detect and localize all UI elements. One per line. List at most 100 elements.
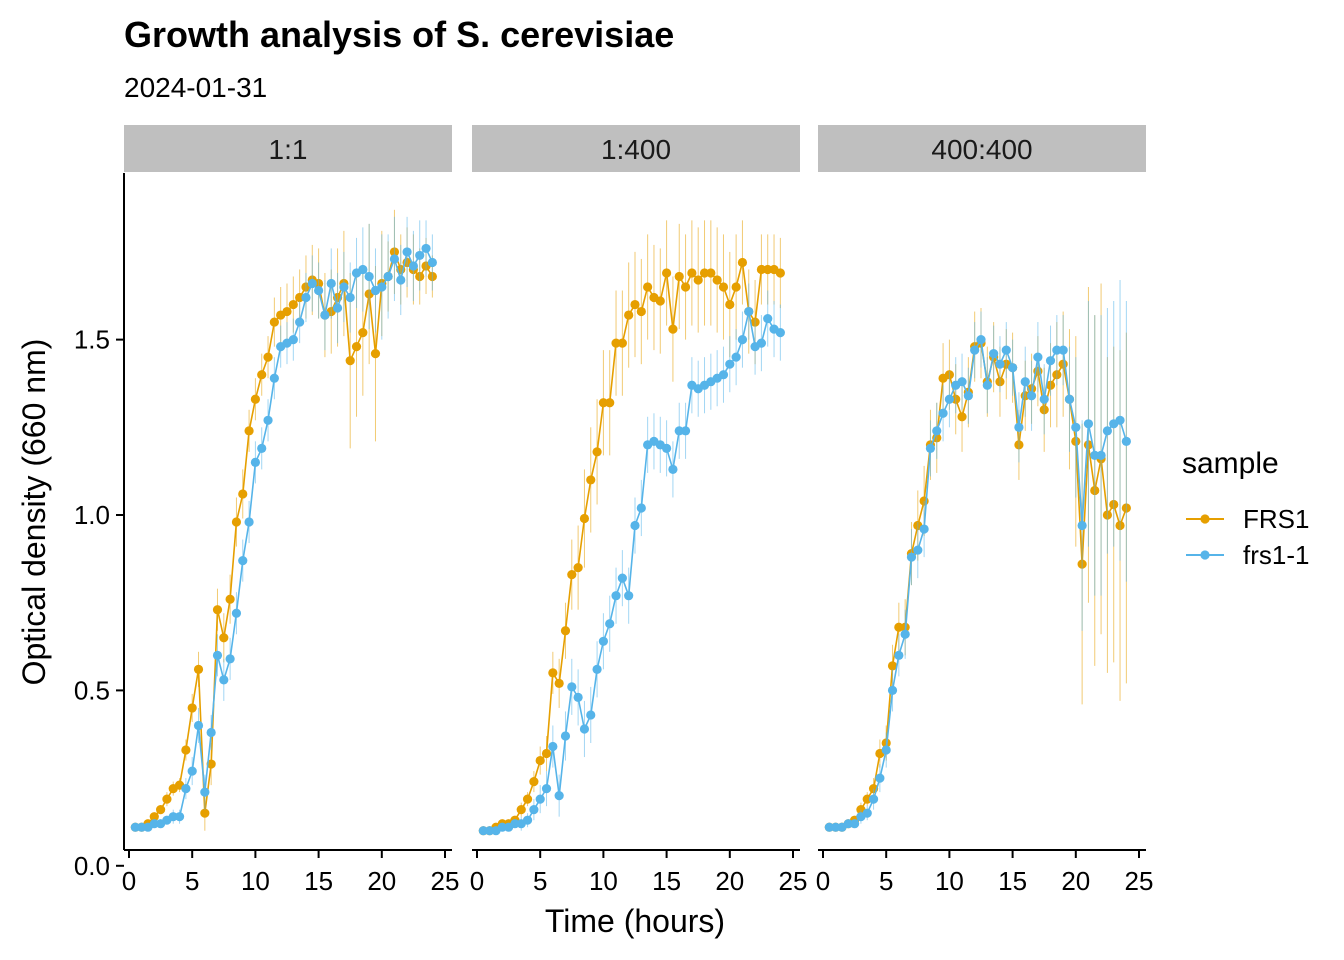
- data-point: [244, 517, 254, 527]
- data-point: [906, 552, 917, 562]
- data-point: [668, 464, 678, 475]
- x-tick-label: 25: [779, 866, 808, 896]
- data-point: [548, 741, 558, 752]
- x-tick-label: 25: [1125, 866, 1154, 896]
- data-point: [706, 268, 716, 278]
- data-point: [130, 822, 140, 832]
- data-point: [269, 373, 279, 383]
- data-point: [756, 338, 767, 348]
- data-point: [206, 727, 216, 738]
- data-point: [586, 475, 596, 485]
- data-point: [181, 784, 191, 794]
- data-point: [913, 545, 923, 555]
- legend-title: sample: [1182, 447, 1279, 480]
- data-point: [263, 352, 273, 362]
- data-point: [1121, 436, 1131, 446]
- data-point: [592, 447, 602, 457]
- data-point: [938, 408, 948, 418]
- data-point: [389, 254, 400, 264]
- series-FRS1: [130, 209, 437, 832]
- data-point: [345, 356, 355, 366]
- data-point: [529, 805, 539, 815]
- data-point: [605, 398, 615, 408]
- data-point: [887, 685, 898, 695]
- data-point: [718, 282, 729, 292]
- data-point: [522, 794, 533, 804]
- facet-panels: 1:1 0 5 10 15 20 25 0.0 0.5 1.0 1.5 1:400 0 5 10 15 20 25…: [74, 125, 1154, 896]
- data-point: [680, 282, 691, 292]
- legend-label: frs1-1: [1243, 540, 1309, 570]
- data-point: [586, 710, 596, 720]
- facet-strip-label: 1:1: [269, 134, 308, 165]
- x-tick-label: 0: [470, 866, 484, 896]
- data-point: [535, 755, 545, 766]
- data-point: [662, 268, 672, 278]
- data-point: [1064, 394, 1075, 404]
- data-point: [168, 812, 178, 822]
- data-point: [957, 377, 967, 387]
- data-point: [731, 282, 741, 292]
- series-frs1-1: [824, 279, 1131, 832]
- data-point: [976, 335, 986, 345]
- data-point: [225, 594, 235, 604]
- data-point: [725, 299, 735, 310]
- data-point: [1045, 356, 1056, 366]
- data-point: [396, 275, 406, 285]
- data-point: [510, 819, 520, 829]
- data-point: [1033, 352, 1043, 362]
- data-point: [421, 243, 431, 254]
- data-point: [655, 296, 665, 306]
- data-point: [850, 819, 860, 829]
- data-point: [1077, 520, 1087, 531]
- data-point: [894, 622, 904, 632]
- x-tick-label: 0: [816, 866, 830, 896]
- data-point: [712, 275, 722, 285]
- data-point: [643, 282, 653, 292]
- data-point: [257, 443, 267, 453]
- data-point: [187, 703, 197, 713]
- facet-strip: [472, 125, 800, 172]
- data-point: [963, 391, 973, 401]
- data-point: [1102, 426, 1112, 436]
- data-point: [763, 264, 773, 275]
- data-point: [957, 412, 967, 422]
- data-point: [617, 338, 627, 348]
- data-point: [402, 247, 412, 257]
- data-point: [699, 268, 710, 278]
- data-point: [573, 563, 583, 573]
- data-point: [862, 808, 872, 818]
- data-point: [554, 791, 564, 801]
- data-point: [478, 826, 488, 836]
- data-point: [231, 517, 242, 527]
- data-point: [1083, 419, 1094, 429]
- data-point: [1039, 394, 1049, 404]
- data-point: [288, 335, 298, 345]
- data-point: [162, 794, 172, 804]
- data-point: [919, 524, 929, 534]
- data-point: [250, 394, 260, 404]
- facet-strip-label: 400:400: [931, 134, 1032, 165]
- data-point: [200, 808, 210, 818]
- y-tick-label: 1.0: [74, 500, 110, 530]
- facet-panel: 1:1 0 5 10 15 20 25 0.0 0.5 1.0 1.5: [74, 125, 459, 896]
- data-point: [1020, 377, 1030, 387]
- legend-label: FRS1: [1243, 504, 1309, 534]
- x-tick-label: 15: [304, 866, 333, 896]
- data-point: [894, 650, 904, 660]
- data-point: [1096, 450, 1106, 460]
- data-point: [775, 268, 785, 278]
- data-point: [636, 306, 646, 317]
- data-point: [995, 359, 1005, 369]
- data-point: [1058, 345, 1068, 355]
- data-point: [843, 819, 853, 829]
- data-point: [339, 282, 349, 292]
- y-axis-label: Optical density (660 nm): [16, 339, 52, 686]
- series-line: [135, 246, 434, 829]
- data-point: [680, 426, 691, 436]
- data-point: [1090, 450, 1100, 460]
- data-point: [630, 299, 640, 310]
- data-point: [687, 268, 697, 278]
- x-tick-label: 15: [652, 866, 681, 896]
- data-point: [598, 398, 609, 408]
- data-point: [560, 626, 571, 636]
